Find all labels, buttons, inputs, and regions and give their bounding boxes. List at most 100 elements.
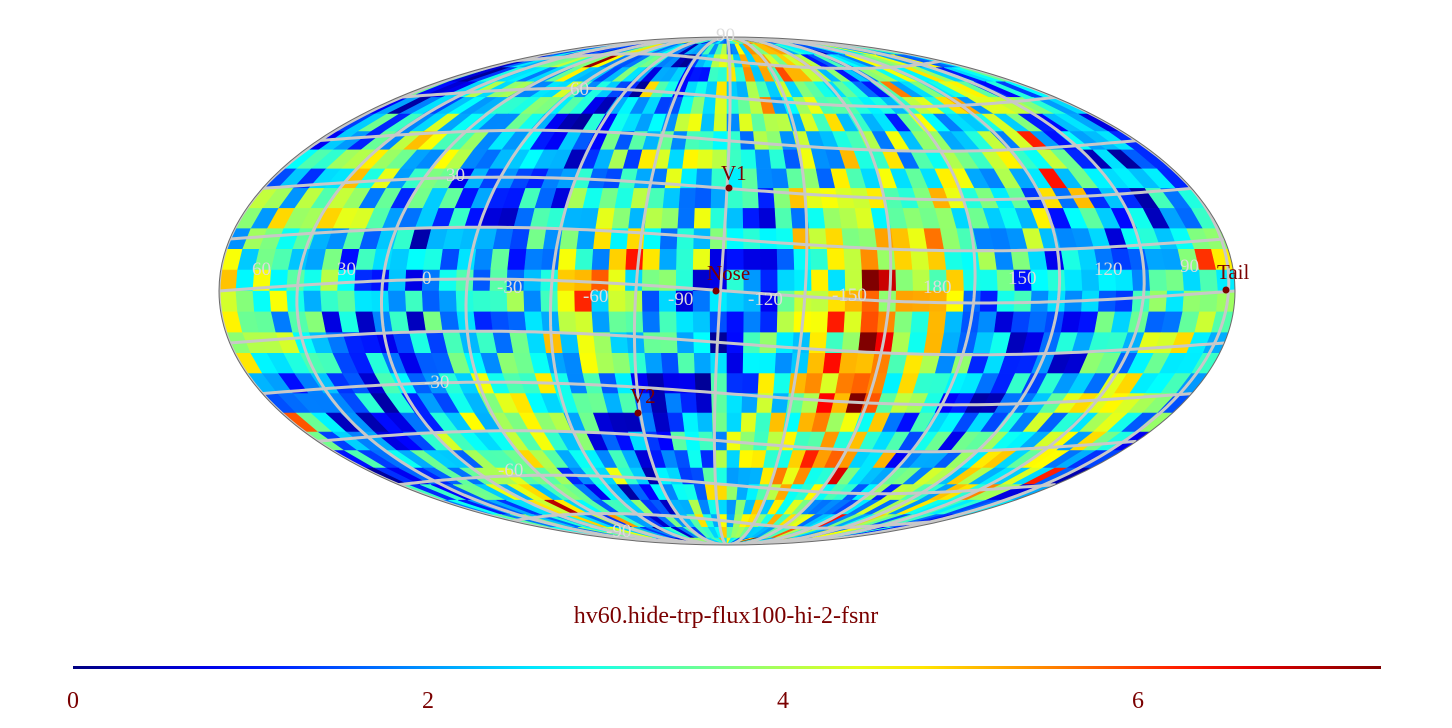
lon-label-30: 30 [337,259,356,280]
map-boundary [218,36,1236,546]
map-pixel [694,188,712,209]
map-pixel [269,290,289,313]
meridian-line [295,37,728,545]
map-pixel [677,352,696,374]
lat-label-n30: 30 [446,165,465,186]
map-pixel [684,431,701,451]
map-pixel [659,311,678,334]
meridian-line [548,37,728,545]
map-pixel [303,290,323,313]
map-pixel [524,311,544,334]
parallel-line [398,86,1056,109]
map-pixel [641,269,660,292]
map-pixel [1199,269,1219,292]
meridian-line [464,37,728,545]
map-pixel [775,228,795,250]
map-pixel [977,311,998,334]
map-pixel [790,352,810,374]
colorbar [73,666,1381,669]
map-pixel [507,311,527,334]
map-pixel [682,149,700,170]
map-pixel [822,352,843,374]
map-pixel [754,412,772,433]
parallel-line [229,225,1225,253]
map-pixel [710,352,728,374]
map-pixel [1131,269,1151,292]
map-pixel [659,249,678,271]
map-pixel [742,208,761,229]
map-pixel [642,311,661,334]
meridian-line [726,37,809,545]
lat-label-s90: -90 [606,521,631,542]
map-pixel [526,228,547,250]
lon-label-0: 0 [422,268,432,289]
map-pixel [354,290,373,313]
map-pixel [557,290,576,313]
map-pixel [628,352,648,374]
map-pixel [676,228,695,250]
map-pixel [676,249,694,271]
map-pixel [507,249,527,271]
lon-label-150: 150 [1008,268,1037,289]
map-pixel [595,352,616,374]
lat-label-n90: 90 [716,25,735,46]
map-pixel [693,208,712,229]
map-pixel [439,311,461,334]
map-pixel [738,450,754,469]
map-pixel [659,332,679,354]
map-pixel [608,290,627,313]
map-pixel [760,311,778,334]
lon-label-90: 90 [1180,256,1199,277]
map-pixel [524,249,544,271]
map-pixel [591,311,611,334]
map-pixel [876,249,897,271]
map-pixel [775,332,795,354]
map-pixel [576,332,597,354]
map-pixel [557,249,578,271]
marker-v1-label: V1 [721,161,747,185]
map-pixel [406,311,427,334]
map-pixel [960,249,981,271]
map-pixel [810,249,829,271]
map-pixel [943,311,964,334]
map-pixel [771,168,790,189]
map-pixel [696,412,714,433]
map-pixel [490,249,511,271]
map-pixel [667,149,686,170]
meridian-line [712,37,732,545]
meridian-line [726,37,893,545]
map-pixel [710,373,728,394]
parallel-line [398,473,1056,496]
map-pixel [713,113,728,132]
lon-label-180: 180 [923,277,952,298]
map-pixel [387,290,407,313]
map-pixel [979,269,999,292]
meridian-line [726,37,977,545]
parallel-line [511,511,943,530]
map-pixel [742,352,761,374]
lon-label-m90: -90 [668,289,693,310]
map-pixel [993,249,1015,271]
map-pixel [696,149,714,170]
map-pixel [595,208,616,229]
map-pixel [421,290,441,313]
map-pixel [794,269,813,292]
map-pixel [473,311,494,334]
map-pixel [677,208,696,229]
map-pixel [659,228,679,250]
map-pixel [740,412,758,433]
map-pixel [806,208,826,229]
map-pixel [576,228,597,250]
map-pixel [1010,249,1032,271]
map-pixel [526,332,547,354]
map-pixel [742,373,760,394]
map-pixel [644,352,664,374]
map-pixel [320,290,340,313]
map-pixel [756,168,774,189]
map-pixel [303,269,323,292]
map-pixel [1097,290,1117,313]
map-pixel [608,311,628,334]
map-pixel [490,311,511,334]
map-pixel [777,269,796,292]
colorbar-tick-4: 4 [777,688,789,714]
